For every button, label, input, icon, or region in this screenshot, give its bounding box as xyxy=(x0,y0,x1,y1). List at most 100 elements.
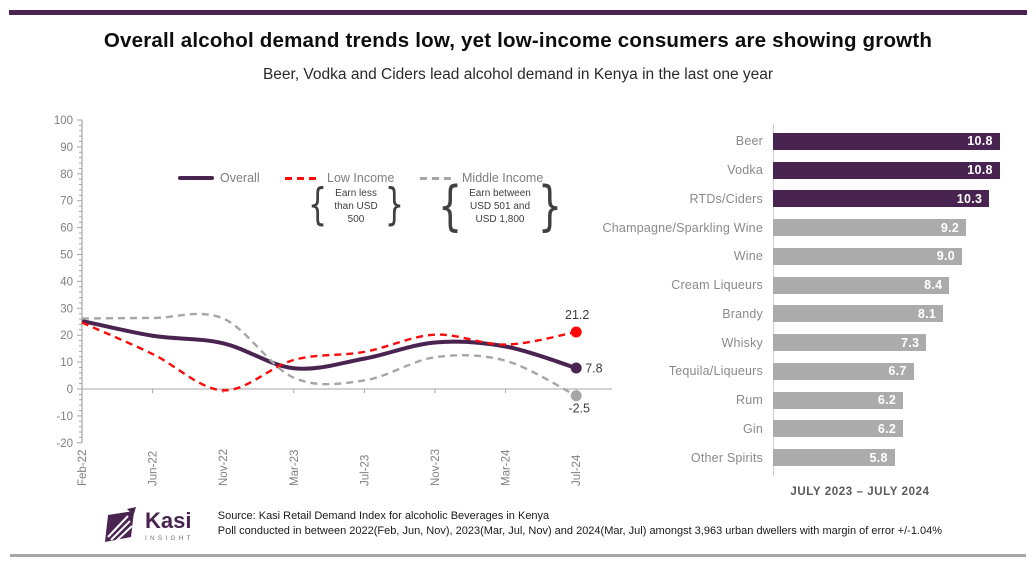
series-line-middle-income xyxy=(81,312,577,397)
x-tick-label: Mar-23 xyxy=(289,450,301,486)
bar-value-label: 5.8 xyxy=(869,450,888,465)
svg-text:-20: -20 xyxy=(56,438,73,450)
bar-row: Other Spirits 5.8 xyxy=(565,443,1025,472)
line-chart-svg: -20 -10 0 10 20 30 40 50 60 70 80 90 100 Feb-22 Jun-22… xyxy=(54,115,612,486)
bar: 10.8 xyxy=(773,132,1000,150)
bar-category-label: Tequila/Liqueurs xyxy=(668,364,763,379)
bar-row: Rum 6.2 xyxy=(565,386,1025,415)
bar-value-label: 10.3 xyxy=(956,191,983,206)
series-line-low-income xyxy=(81,321,577,392)
bar: 6.2 xyxy=(773,420,904,438)
svg-text:70: 70 xyxy=(60,196,73,208)
bar-value-label: 10.8 xyxy=(967,134,993,149)
bar-row: Beer 10.8 xyxy=(565,127,1025,156)
x-tick-label: Jun-22 xyxy=(148,451,160,486)
x-tick-label: Jul-24 xyxy=(571,454,583,486)
bar: 8.4 xyxy=(773,276,950,294)
bar-track: 6.7 xyxy=(773,362,1025,380)
bar-track: 9.0 xyxy=(773,247,1025,265)
end-marker-0 xyxy=(570,362,582,374)
svg-text:10: 10 xyxy=(60,357,73,369)
bar: 6.2 xyxy=(773,391,904,409)
bar: 5.8 xyxy=(773,449,895,467)
bar-rows: Beer 10.8 Vodka 10.8 RTDs/Ciders 10.3 Champagn… xyxy=(565,124,1025,476)
svg-text:100: 100 xyxy=(54,115,73,127)
kasi-logo: Kasi INSIGHT xyxy=(98,505,194,547)
bar-row: Whisky 7.3 xyxy=(565,328,1025,357)
line-chart: -20 -10 0 10 20 30 40 50 60 70 80 90 100 Feb-22 Jun-22… xyxy=(45,105,645,500)
bar-value-label: 8.1 xyxy=(917,306,937,321)
bar-track: 10.8 xyxy=(773,132,1025,150)
end-marker-2 xyxy=(570,390,582,402)
legend-swatch-low-income xyxy=(285,176,321,180)
bar: 10.3 xyxy=(773,190,990,208)
bar-category-label: Brandy xyxy=(722,306,763,321)
bar-category-label: Whisky xyxy=(721,335,763,350)
bar-row: Gin 6.2 xyxy=(565,415,1025,444)
bar: 6.7 xyxy=(773,362,914,380)
legend-swatch-middle-income xyxy=(420,176,456,180)
bar-track: 7.3 xyxy=(773,334,1025,352)
bar-category-label: Rum xyxy=(736,393,763,408)
bar-track: 9.2 xyxy=(773,219,1025,237)
bar-value-label: 6.2 xyxy=(877,421,897,436)
end-label-2: -2.5 xyxy=(568,402,590,416)
svg-text:Nov-23: Nov-23 xyxy=(430,449,442,486)
logo-tagline: INSIGHT xyxy=(145,535,194,542)
bar-row: Brandy 8.1 xyxy=(565,300,1025,329)
kasi-logo-text: Kasi INSIGHT xyxy=(145,510,194,543)
bar-row: Wine 9.0 xyxy=(565,242,1025,271)
svg-text:Mar-23: Mar-23 xyxy=(289,450,301,486)
svg-text:50: 50 xyxy=(60,250,73,262)
svg-text:Jul-23: Jul-23 xyxy=(359,455,371,486)
bar-value-label: 9.2 xyxy=(940,220,960,235)
x-axis: Feb-22 Jun-22 Nov-22 Mar-23 Jul-23 Nov-23 Mar-… xyxy=(77,388,612,486)
bar-row: RTDs/Ciders 10.3 xyxy=(565,185,1025,214)
bar-category-label: Wine xyxy=(733,249,763,264)
x-tick-label: Jul-23 xyxy=(359,455,371,486)
bar-value-label: 6.2 xyxy=(877,393,897,408)
bar-value-label: 8.4 xyxy=(924,278,943,293)
annotation-middle-income-text: Earn between USD 501 and USD 1,800 xyxy=(469,187,531,225)
top-accent-bar xyxy=(9,10,1027,15)
bar-chart-caption: JULY 2023 – JULY 2024 xyxy=(790,486,930,498)
bar-row: Vodka 10.8 xyxy=(565,156,1025,185)
bar-value-label: 9.0 xyxy=(936,249,955,264)
svg-text:90: 90 xyxy=(60,142,73,154)
bar-track: 10.3 xyxy=(773,190,1025,208)
y-axis: -20 -10 0 10 20 30 40 50 60 70 80 90 100 xyxy=(54,115,83,450)
legend-item-middle-income: Middle Income xyxy=(420,171,543,185)
x-tick-label: Nov-23 xyxy=(430,449,442,486)
svg-text:Mar-24: Mar-24 xyxy=(501,449,513,486)
bar-value-label: 6.7 xyxy=(888,364,907,379)
bottom-rule xyxy=(10,554,1026,557)
svg-text:-10: -10 xyxy=(56,411,73,423)
annotation-middle-income: { Earn between USD 501 and USD 1,800 } xyxy=(438,179,562,233)
bar-track: 6.2 xyxy=(773,391,1025,409)
right-brace: } xyxy=(537,175,562,237)
bar-category-label: RTDs/Ciders xyxy=(689,191,763,206)
left-brace: { xyxy=(438,175,463,237)
bar-value-label: 10.8 xyxy=(967,163,993,178)
end-marker-1 xyxy=(570,326,582,338)
svg-text:Jun-22: Jun-22 xyxy=(148,451,160,486)
bar-track: 8.4 xyxy=(773,276,1025,294)
right-brace: } xyxy=(384,179,404,231)
legend-label-low-income: Low Income xyxy=(327,171,395,185)
bar-row: Tequila/Liqueurs 6.7 xyxy=(565,357,1025,386)
bar-row: Champagne/Sparkling Wine 9.2 xyxy=(565,213,1025,242)
x-tick-label: Mar-24 xyxy=(501,449,513,486)
x-tick-label: Feb-22 xyxy=(77,450,89,486)
annotation-low-income: { Earn less than USD 500 } xyxy=(308,184,404,228)
bar-category-label: Other Spirits xyxy=(690,450,763,465)
svg-text:Jul-24: Jul-24 xyxy=(571,454,583,486)
legend-label-middle-income: Middle Income xyxy=(462,171,544,185)
annotation-low-income-text: Earn less than USD 500 xyxy=(334,187,378,225)
bar-category-label: Cream Liqueurs xyxy=(671,278,763,293)
bar-category-label: Vodka xyxy=(727,163,763,178)
source-note: Source: Kasi Retail Demand Index for alc… xyxy=(218,505,942,539)
bar-value-label: 7.3 xyxy=(901,335,920,350)
bar-chart: Beer 10.8 Vodka 10.8 RTDs/Ciders 10.3 Champagn… xyxy=(565,124,1025,498)
bar-category-label: Champagne/Sparkling Wine xyxy=(602,220,763,235)
